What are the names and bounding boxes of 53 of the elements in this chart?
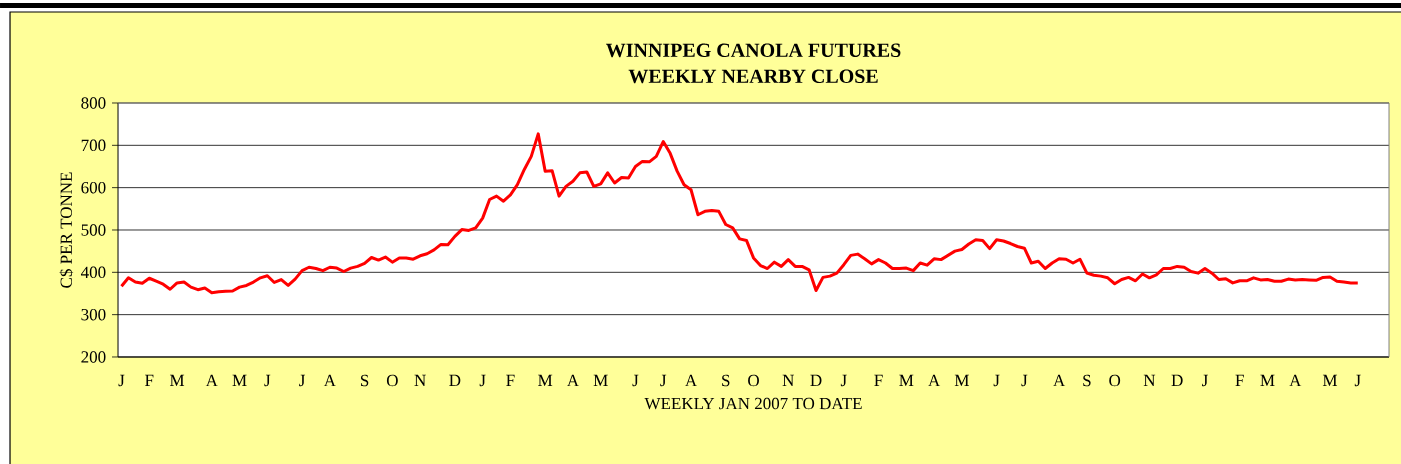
x-tick-label: J [993, 374, 1000, 387]
x-tick-label: N [414, 374, 426, 386]
x-tick-label: S [722, 374, 730, 387]
x-axis-title: WEEKLY JAN 2007 TO DATE [644, 397, 862, 410]
x-tick-label: N [782, 374, 794, 386]
y-tick-label: 700 [81, 139, 106, 152]
x-tick-label: A [1289, 374, 1302, 387]
x-tick-label: F [1235, 374, 1244, 386]
x-tick-label: M [538, 374, 553, 386]
x-tick-label: J [264, 374, 271, 387]
y-tick-label: 200 [81, 351, 106, 363]
x-tick-label: D [810, 374, 822, 387]
chart-subtitle: WEEKLY NEARBY CLOSE [628, 69, 878, 84]
x-tick-label: M [1260, 374, 1275, 386]
x-tick-label: J [118, 374, 125, 387]
x-tick-label: M [899, 374, 914, 386]
x-tick-label: M [593, 374, 608, 386]
x-tick-label: M [169, 374, 185, 386]
x-tick-label: J [660, 374, 667, 387]
x-tick-label: J [1021, 374, 1028, 387]
y-tick-label: 500 [81, 224, 106, 236]
x-tick-label: J [840, 374, 847, 387]
y-tick-label: 800 [81, 97, 106, 109]
x-tick-label: A [1053, 374, 1066, 387]
chart-title: WINNIPEG CANOLA FUTURES [606, 43, 901, 58]
x-tick-label: J [632, 374, 639, 387]
x-tick-label: O [1109, 374, 1121, 387]
y-tick-label: 400 [80, 266, 106, 279]
y-tick-label: 300 [81, 308, 106, 321]
x-tick-label: S [1083, 374, 1091, 387]
x-tick-label: J [1202, 374, 1208, 387]
x-tick-label: A [205, 374, 218, 387]
x-tick-label: M [232, 374, 247, 386]
x-tick-label: A [566, 374, 579, 387]
y-axis-title: C$ PER TONNE [59, 172, 74, 288]
x-tick-label: D [449, 374, 461, 387]
x-tick-label: A [323, 374, 336, 387]
x-tick-label: D [1171, 374, 1183, 387]
x-tick-label: F [874, 374, 883, 386]
x-tick-label: F [506, 374, 515, 386]
y-tick-label: 600 [81, 181, 106, 194]
x-tick-label: N [1143, 374, 1156, 386]
x-tick-label: J [479, 374, 486, 387]
x-tick-label: S [360, 374, 369, 387]
x-tick-label: F [145, 374, 154, 386]
x-tick-label: A [685, 374, 698, 387]
x-tick-label: J [1354, 374, 1361, 387]
x-tick-label: M [1322, 374, 1338, 386]
x-tick-label: M [954, 374, 969, 386]
x-tick-label: O [386, 374, 398, 387]
x-tick-label: J [299, 374, 306, 387]
x-tick-label: A [928, 374, 941, 387]
x-tick-label: O [748, 374, 759, 387]
